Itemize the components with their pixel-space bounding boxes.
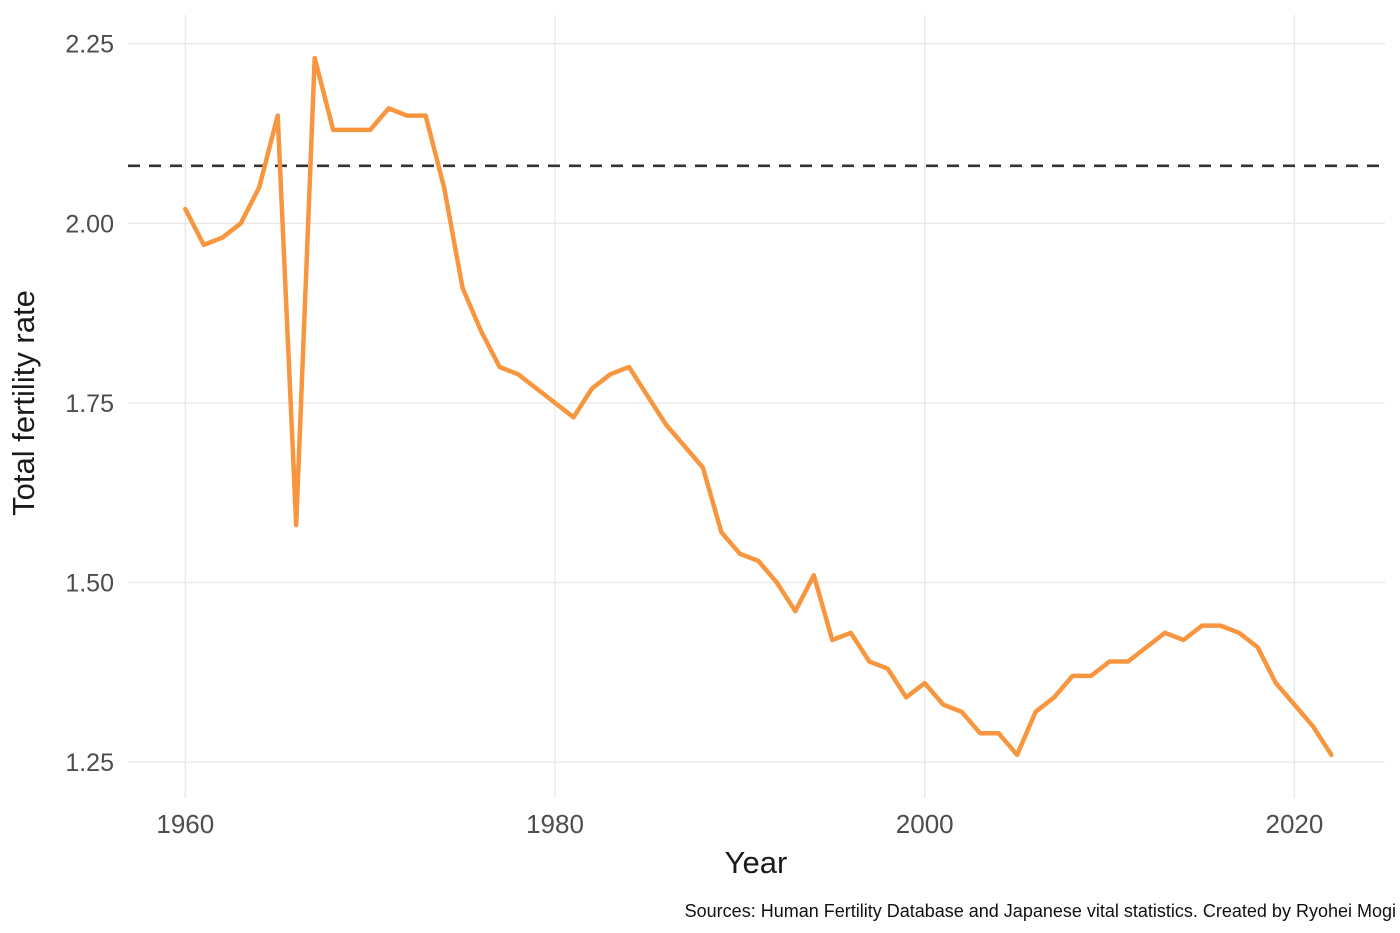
x-axis-title: Year [725,845,788,880]
source-caption: Sources: Human Fertility Database and Ja… [685,901,1396,921]
x-tick-label: 1980 [526,809,584,839]
y-axis-title: Total fertility rate [6,290,41,516]
y-tick-label: 2.00 [65,210,114,238]
x-tick-label: 2000 [896,809,954,839]
y-tick-label: 1.75 [65,390,114,418]
gridlines [128,15,1385,798]
axis-tick-labels: 1.25 1.50 1.75 2.00 2.25 1960 1980 2000 2020 [65,31,1323,839]
x-tick-label: 1960 [156,809,214,839]
x-tick-label: 2020 [1266,809,1324,839]
y-tick-label: 1.25 [65,749,114,777]
y-tick-label: 1.50 [65,569,114,597]
series-line [183,55,1334,758]
y-tick-label: 2.25 [65,31,114,59]
tfr-line-series [183,55,1334,758]
